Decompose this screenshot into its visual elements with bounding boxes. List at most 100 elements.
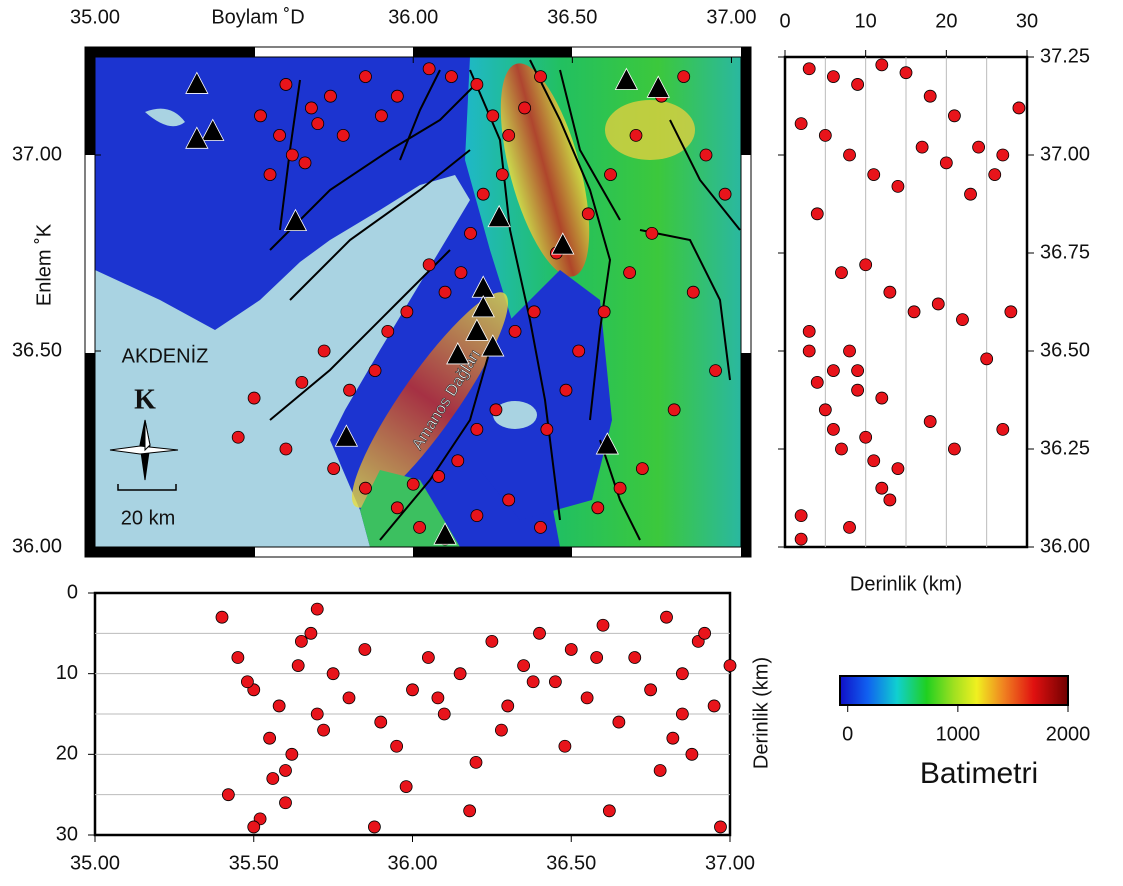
event [486, 635, 498, 647]
event [502, 700, 514, 712]
event [264, 169, 276, 181]
event [286, 149, 298, 161]
event [981, 353, 993, 365]
event [455, 267, 467, 279]
event [614, 482, 626, 494]
event [369, 365, 381, 377]
event [267, 773, 279, 785]
colorbar-tick-label: 1000 [936, 723, 981, 745]
y-tick-label: 36.00 [1040, 535, 1090, 557]
event [407, 478, 419, 490]
colorbar-title: Batimetri [920, 757, 1038, 790]
event [487, 110, 499, 122]
event [597, 619, 609, 631]
event [311, 708, 323, 720]
event [496, 169, 508, 181]
event [280, 797, 292, 809]
event [646, 227, 658, 239]
event [876, 392, 888, 404]
event [795, 510, 807, 522]
event [844, 521, 856, 533]
event [528, 306, 540, 318]
event [280, 443, 292, 455]
event [414, 521, 426, 533]
event [439, 286, 451, 298]
event [956, 314, 968, 326]
event [835, 267, 847, 279]
event [876, 482, 888, 494]
event [232, 652, 244, 664]
event [724, 660, 736, 672]
event [827, 423, 839, 435]
event [645, 684, 657, 696]
event [1013, 102, 1025, 114]
event [295, 635, 307, 647]
event [699, 627, 711, 639]
event [654, 764, 666, 776]
event [423, 259, 435, 271]
event [359, 482, 371, 494]
event [454, 668, 466, 680]
event [465, 227, 477, 239]
event [464, 805, 476, 817]
event [509, 325, 521, 337]
event [391, 740, 403, 752]
event [573, 345, 585, 357]
event [565, 643, 577, 655]
event [884, 494, 896, 506]
event [835, 443, 847, 455]
event [495, 724, 507, 736]
event [391, 502, 403, 514]
event [312, 118, 324, 130]
colorbar [840, 676, 1068, 705]
event [541, 423, 553, 435]
event [989, 169, 1001, 181]
event [819, 404, 831, 416]
event [686, 748, 698, 760]
colorbar-tick-label: 2000 [1046, 723, 1091, 745]
event [811, 208, 823, 220]
map-x-tick-label: 35.00 [70, 6, 120, 28]
x-tick-label: 36.00 [387, 852, 437, 874]
event [795, 533, 807, 545]
colorbar-tick-label: 0 [842, 723, 853, 745]
event [687, 286, 699, 298]
event [274, 129, 286, 141]
event [359, 643, 371, 655]
event [852, 384, 864, 396]
event [884, 286, 896, 298]
event [375, 110, 387, 122]
event [592, 502, 604, 514]
event [860, 259, 872, 271]
event [503, 129, 515, 141]
event [401, 306, 413, 318]
event [296, 376, 308, 388]
event [844, 345, 856, 357]
event [375, 716, 387, 728]
map-x-tick-label: 36.00 [388, 6, 438, 28]
event [305, 102, 317, 114]
event [470, 756, 482, 768]
event [613, 716, 625, 728]
event [876, 59, 888, 71]
event [477, 188, 489, 200]
event [900, 67, 912, 79]
event [924, 90, 936, 102]
event [844, 149, 856, 161]
event [997, 149, 1009, 161]
event [973, 141, 985, 153]
depth-lat-x-label: Derinlik (km) [850, 573, 962, 595]
event [232, 431, 244, 443]
event [400, 781, 412, 793]
event [581, 692, 593, 704]
event [948, 110, 960, 122]
event [667, 732, 679, 744]
event [299, 157, 311, 169]
map-x-tick-label: 36.50 [547, 6, 597, 28]
event [248, 392, 260, 404]
north-label: K [134, 384, 156, 415]
event [264, 732, 276, 744]
x-tick-label: 35.50 [229, 852, 279, 874]
event [559, 740, 571, 752]
event [852, 365, 864, 377]
